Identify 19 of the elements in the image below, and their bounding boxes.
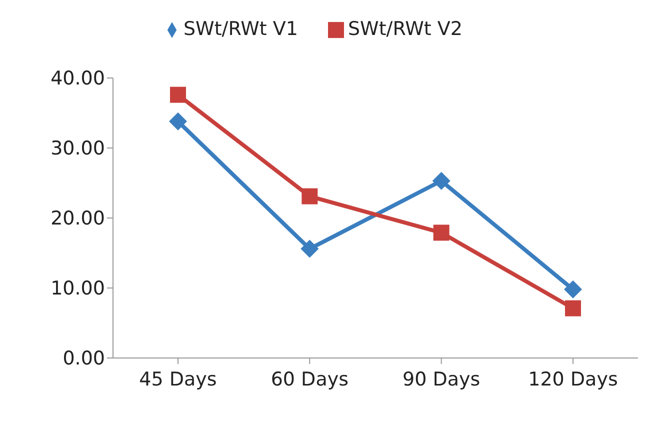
point bbox=[564, 280, 582, 298]
point bbox=[432, 172, 450, 190]
legend-label: SWt/RWt V2 bbox=[348, 18, 462, 40]
point bbox=[565, 300, 581, 316]
x-tick-label: 45 Days bbox=[139, 368, 217, 390]
y-tick-label: 10.00 bbox=[50, 278, 105, 300]
point bbox=[302, 188, 318, 204]
x-tick-label: 120 Days bbox=[528, 368, 618, 390]
x-tick-label: 60 Days bbox=[270, 368, 348, 390]
y-tick-label: 20.00 bbox=[50, 208, 105, 230]
y-tick-label: 30.00 bbox=[50, 138, 105, 160]
point bbox=[300, 240, 319, 258]
legend-label: SWt/RWt V1 bbox=[184, 18, 298, 40]
point bbox=[170, 86, 186, 103]
point bbox=[169, 112, 187, 130]
x-tick-label: 90 Days bbox=[402, 368, 480, 390]
point bbox=[433, 224, 450, 241]
y-tick-label: 0.00 bbox=[62, 348, 105, 370]
y-tick-label: 40.00 bbox=[50, 68, 105, 90]
